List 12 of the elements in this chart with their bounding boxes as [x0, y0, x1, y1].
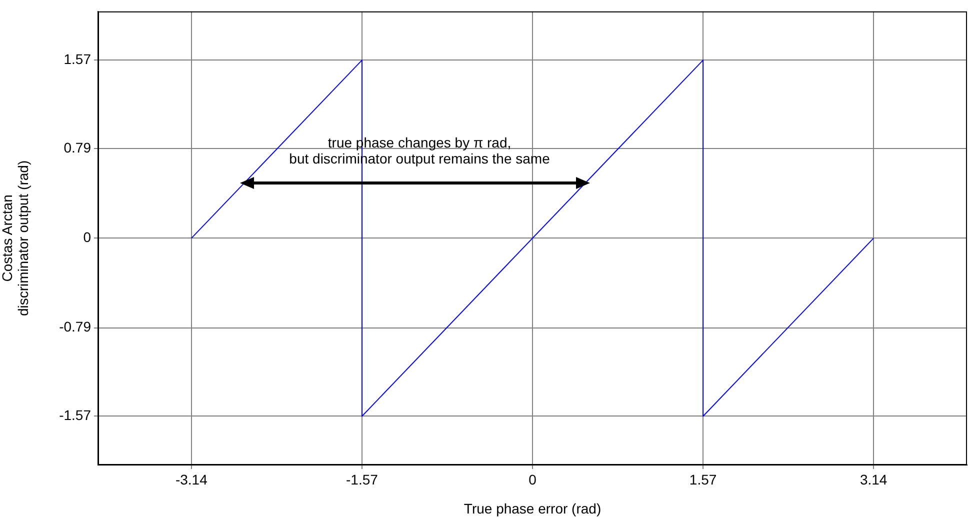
x-tick-label: 3.14 — [860, 471, 888, 488]
x-tick-label: 0 — [528, 471, 537, 488]
y-tick-label: 1.57 — [64, 51, 92, 68]
x-tick-label: -3.14 — [175, 471, 208, 488]
y-tick-label: 0 — [83, 229, 92, 246]
x-tick-label: -1.57 — [346, 471, 378, 488]
y-axis-title: Costas Arctan discriminator output (rad) — [0, 160, 32, 316]
y-tick-label: -0.79 — [59, 318, 92, 335]
y-tick-label: 0.79 — [64, 139, 92, 156]
y-tick-label: -1.57 — [59, 407, 92, 424]
x-axis-title: True phase error (rad) — [464, 500, 602, 516]
x-tick-label: 1.57 — [689, 471, 717, 488]
